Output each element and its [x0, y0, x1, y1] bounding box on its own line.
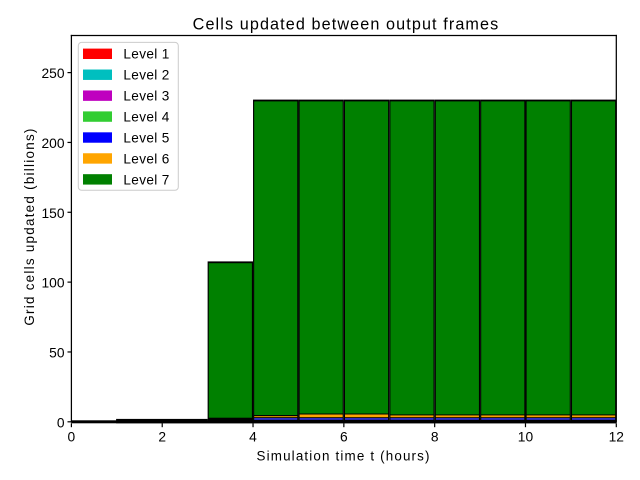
svg-text:12: 12 — [609, 430, 624, 445]
svg-text:6: 6 — [340, 430, 348, 445]
svg-text:100: 100 — [41, 276, 64, 291]
svg-text:Level 3: Level 3 — [123, 89, 169, 104]
svg-text:0: 0 — [68, 430, 76, 445]
svg-text:Level 1: Level 1 — [123, 47, 169, 62]
svg-text:Cells updated between output f: Cells updated between output frames — [193, 16, 500, 34]
svg-text:4: 4 — [249, 430, 257, 445]
svg-text:Level 5: Level 5 — [123, 130, 169, 145]
svg-text:Grid cells updated (billions): Grid cells updated (billions) — [22, 127, 37, 325]
svg-text:Simulation time t (hours): Simulation time t (hours) — [257, 449, 431, 464]
svg-text:200: 200 — [41, 136, 64, 151]
svg-text:10: 10 — [518, 430, 534, 445]
svg-text:50: 50 — [49, 345, 65, 360]
svg-text:Level 7: Level 7 — [123, 172, 169, 187]
svg-text:Level 6: Level 6 — [123, 151, 169, 166]
svg-text:8: 8 — [431, 430, 439, 445]
svg-text:Level 2: Level 2 — [123, 68, 169, 83]
svg-text:2: 2 — [158, 430, 166, 445]
svg-text:0: 0 — [57, 415, 65, 430]
svg-text:150: 150 — [41, 206, 64, 221]
svg-text:Level 4: Level 4 — [123, 109, 169, 124]
svg-text:250: 250 — [41, 66, 64, 81]
